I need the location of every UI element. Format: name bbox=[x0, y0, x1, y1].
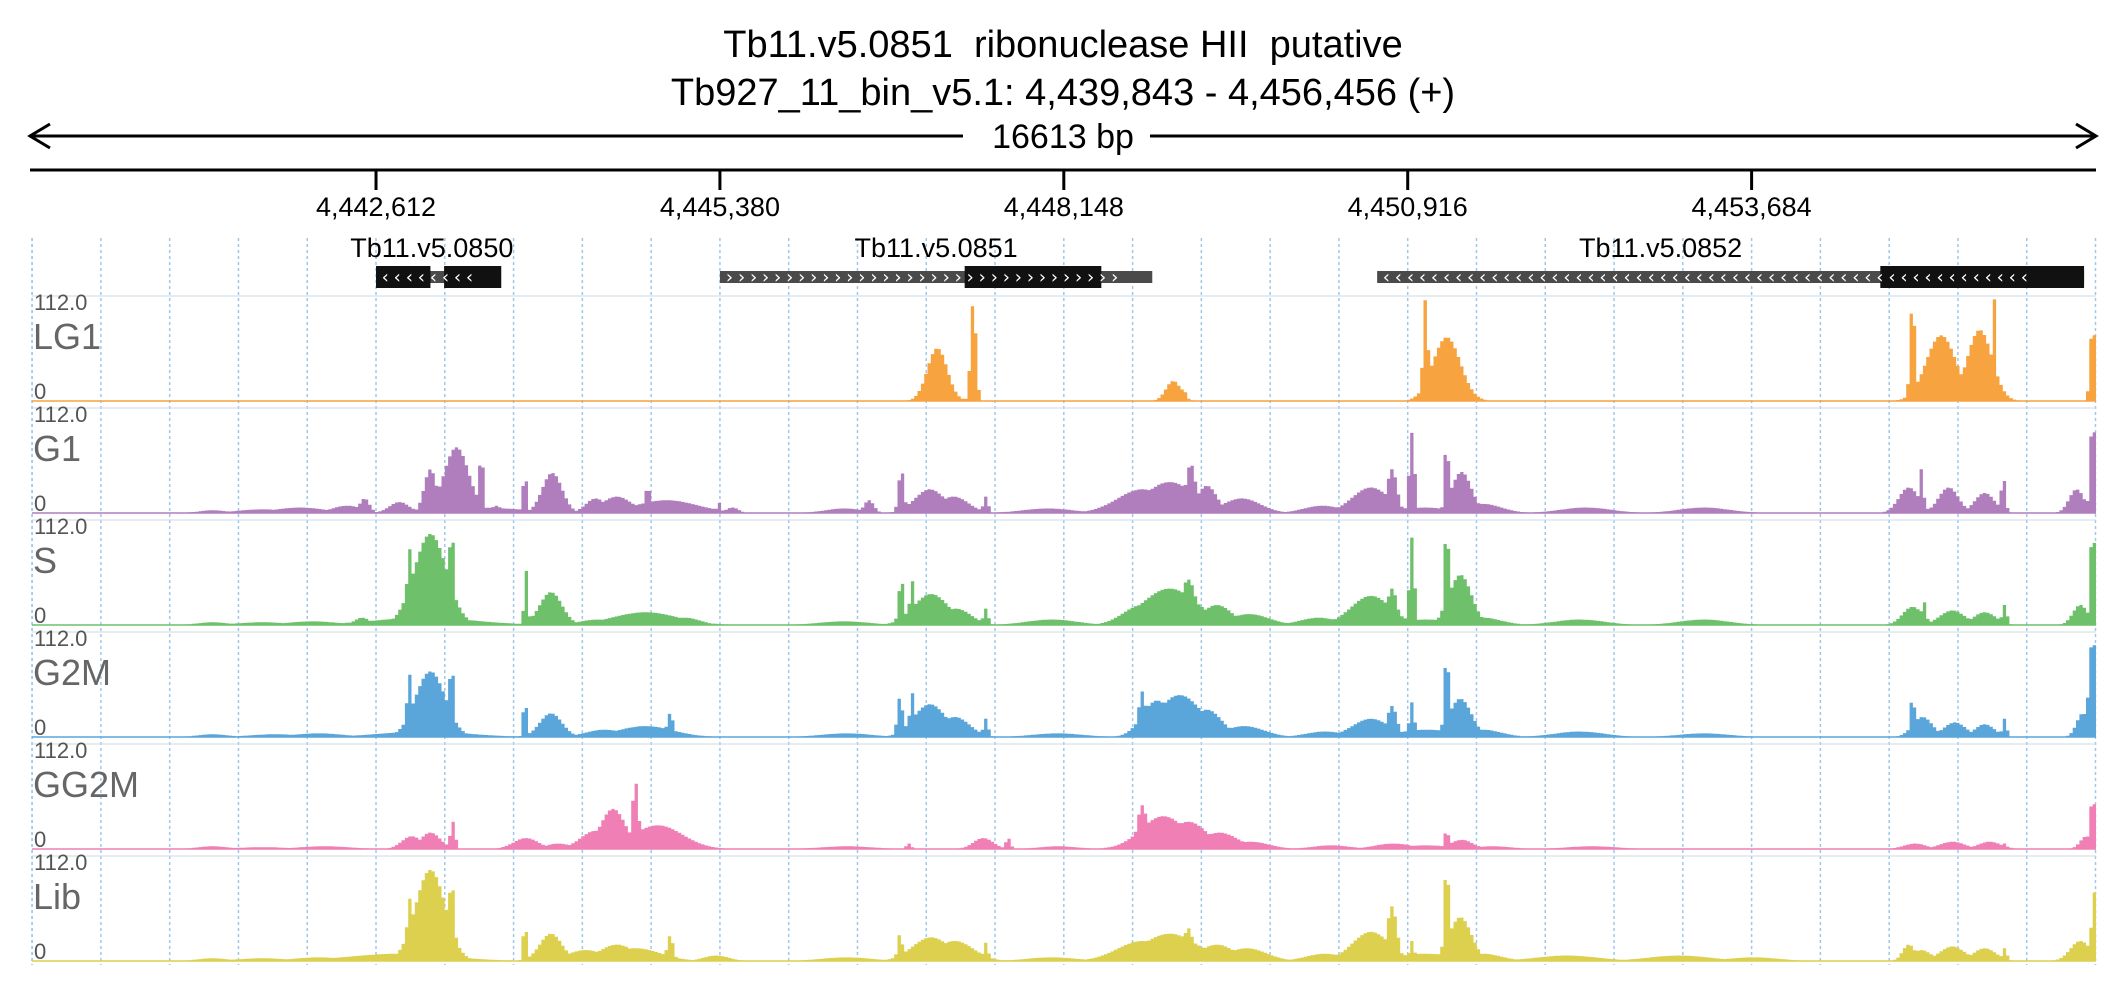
track-name-label: G1 bbox=[33, 428, 81, 469]
track-max-label: 112.0 bbox=[34, 514, 87, 539]
x-tick-label: 4,450,916 bbox=[1348, 192, 1468, 222]
gene-cds bbox=[376, 266, 431, 288]
track-name-label: G2M bbox=[33, 652, 111, 693]
gene-label: Tb11.v5.0851 bbox=[855, 233, 1018, 263]
span-arrow-right bbox=[2075, 122, 2099, 150]
strand-arrows: ‹‹‹‹‹‹‹‹ bbox=[380, 267, 476, 288]
vertical-gridlines bbox=[31, 238, 2097, 965]
x-tick-label: 4,448,148 bbox=[1004, 192, 1124, 222]
gene-label: Tb11.v5.0852 bbox=[1579, 233, 1742, 263]
track-min-label: 0 bbox=[34, 603, 46, 628]
gene-cds bbox=[964, 266, 1102, 288]
x-tick-label: 4,442,612 bbox=[316, 192, 436, 222]
track-max-label: 112.0 bbox=[34, 626, 87, 651]
coverage-area bbox=[32, 432, 2096, 513]
coverage-area bbox=[32, 645, 2096, 737]
track-name-label: Lib bbox=[33, 876, 81, 917]
span-label: 16613 bp bbox=[992, 118, 1134, 156]
track-min-label: 0 bbox=[34, 379, 46, 404]
track-min-label: 0 bbox=[34, 827, 46, 852]
x-axis: 4,442,612 4,445,380 4,448,148 4,450,916 4,45… bbox=[30, 168, 2096, 222]
track-name-label: S bbox=[33, 540, 57, 581]
x-tick-label: 4,453,684 bbox=[1692, 192, 1812, 222]
coverage-area bbox=[32, 870, 2096, 961]
gene-track: ‹‹‹‹‹‹‹‹ Tb11.v5.0850 ››››››››››››››››››››… bbox=[350, 233, 2085, 288]
coverage-area bbox=[32, 534, 2096, 625]
track-name-label: LG1 bbox=[33, 316, 101, 357]
gene-cds bbox=[444, 266, 502, 288]
track-name-label: GG2M bbox=[33, 764, 139, 805]
coverage-tracks: 112.0LG10112.0G10112.0S0112.0G2M0112.0GG… bbox=[32, 290, 2096, 964]
span-indicator: 16613 bp bbox=[27, 118, 2099, 156]
span-arrow-left bbox=[27, 122, 51, 150]
coverage-area bbox=[32, 299, 2096, 401]
gene-cds bbox=[1880, 266, 2085, 288]
track-s: 112.0S 0 bbox=[32, 514, 2096, 628]
track-min-label: 0 bbox=[34, 491, 46, 516]
strand-arrows: ››››››››››››››››››››››››››››››››› bbox=[724, 267, 1121, 288]
x-tick-label: 4,445,380 bbox=[660, 192, 780, 222]
chart-title-gene: Tb11.v5.0851 ribonuclease HII putative bbox=[723, 24, 1403, 66]
track-min-label: 0 bbox=[34, 939, 46, 964]
gene-label: Tb11.v5.0850 bbox=[350, 233, 513, 263]
track-max-label: 112.0 bbox=[34, 402, 87, 427]
track-max-label: 112.0 bbox=[34, 850, 87, 875]
track-max-label: 112.0 bbox=[34, 290, 87, 315]
strand-arrows: ‹‹‹‹‹‹‹‹‹‹‹‹‹‹‹‹‹‹‹‹‹‹‹‹‹‹‹‹‹‹‹‹‹‹‹‹‹‹‹‹… bbox=[1381, 267, 2031, 288]
track-max-label: 112.0 bbox=[34, 738, 87, 763]
track-min-label: 0 bbox=[34, 715, 46, 740]
chart-title-locus: Tb927_11_bin_v5.1: 4,439,843 - 4,456,456… bbox=[670, 72, 1456, 114]
track-g1: 112.0G1 0 bbox=[32, 402, 2096, 516]
